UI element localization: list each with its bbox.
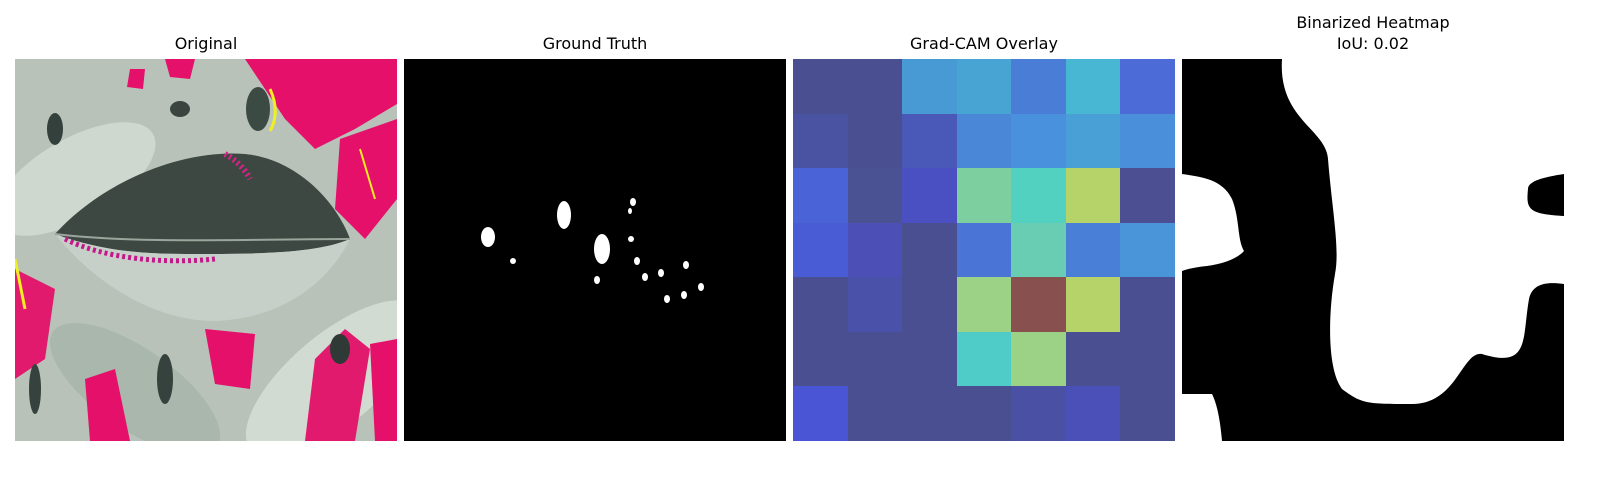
heatmap-cell [1011,277,1066,332]
panel-title-gradcam: Grad-CAM Overlay [910,34,1058,53]
heatmap-cell [793,59,848,114]
heatmap-cell [957,277,1011,332]
heatmap-cell [1066,386,1120,441]
heatmap-cell [902,223,957,277]
heatmap-cell [902,59,957,114]
heatmap-cell [902,332,957,386]
heatmap-cell [1011,332,1066,386]
heatmap-cell [1120,386,1175,441]
heatmap-cell [1066,332,1120,386]
heatmap-cell [902,114,957,168]
heatmap-cell [902,386,957,441]
heatmap-cell [902,168,957,223]
heatmap-cell [902,277,957,332]
heatmap-cell [1120,332,1175,386]
panel-title-original: Original [174,34,238,53]
heatmap-cell [793,223,848,277]
heatmap-cell [1011,59,1066,114]
leaf-image [15,59,397,441]
heatmap-cell [1011,168,1066,223]
heatmap-cell [848,114,902,168]
heatmap-cell [957,332,1011,386]
panel-title-ground-truth: Ground Truth [542,34,648,53]
heatmap-cell [793,277,848,332]
heatmap-cell [848,59,902,114]
original-image [15,59,397,441]
heatmap-cell [957,59,1011,114]
heatmap-cell [793,386,848,441]
heatmap-cell [848,386,902,441]
heatmap-cell [1066,59,1120,114]
heatmap-cell [848,168,902,223]
gradcam-heatmap-grid [793,59,1175,441]
heatmap-cell [848,223,902,277]
heatmap-cell [957,168,1011,223]
heatmap-cell [1066,168,1120,223]
heatmap-cell [793,168,848,223]
heatmap-cell [848,277,902,332]
heatmap-cell [1120,168,1175,223]
heatmap-cell [793,332,848,386]
heatmap-cell [1120,114,1175,168]
heatmap-cell [1066,114,1120,168]
heatmap-cell [793,114,848,168]
heatmap-cell [1120,59,1175,114]
gradcam-overlay [793,59,1175,441]
heatmap-cell [1120,277,1175,332]
heatmap-cell [1011,114,1066,168]
heatmap-cell [848,332,902,386]
heatmap-cell [957,223,1011,277]
heatmap-cell [957,386,1011,441]
heatmap-cell [1011,386,1066,441]
heatmap-cell [1120,223,1175,277]
heatmap-cell [1011,223,1066,277]
panel-subtitle-iou: IoU: 0.02 [1336,34,1410,53]
heatmap-cell [1066,277,1120,332]
mask-image [404,59,786,441]
ground-truth-mask [404,59,786,441]
binarized-heatmap [1182,59,1564,441]
heatmap-cell [957,114,1011,168]
binarized-mask-image [1182,59,1564,441]
panel-title-binarized: Binarized Heatmap [1296,13,1450,32]
heatmap-cell [1066,223,1120,277]
